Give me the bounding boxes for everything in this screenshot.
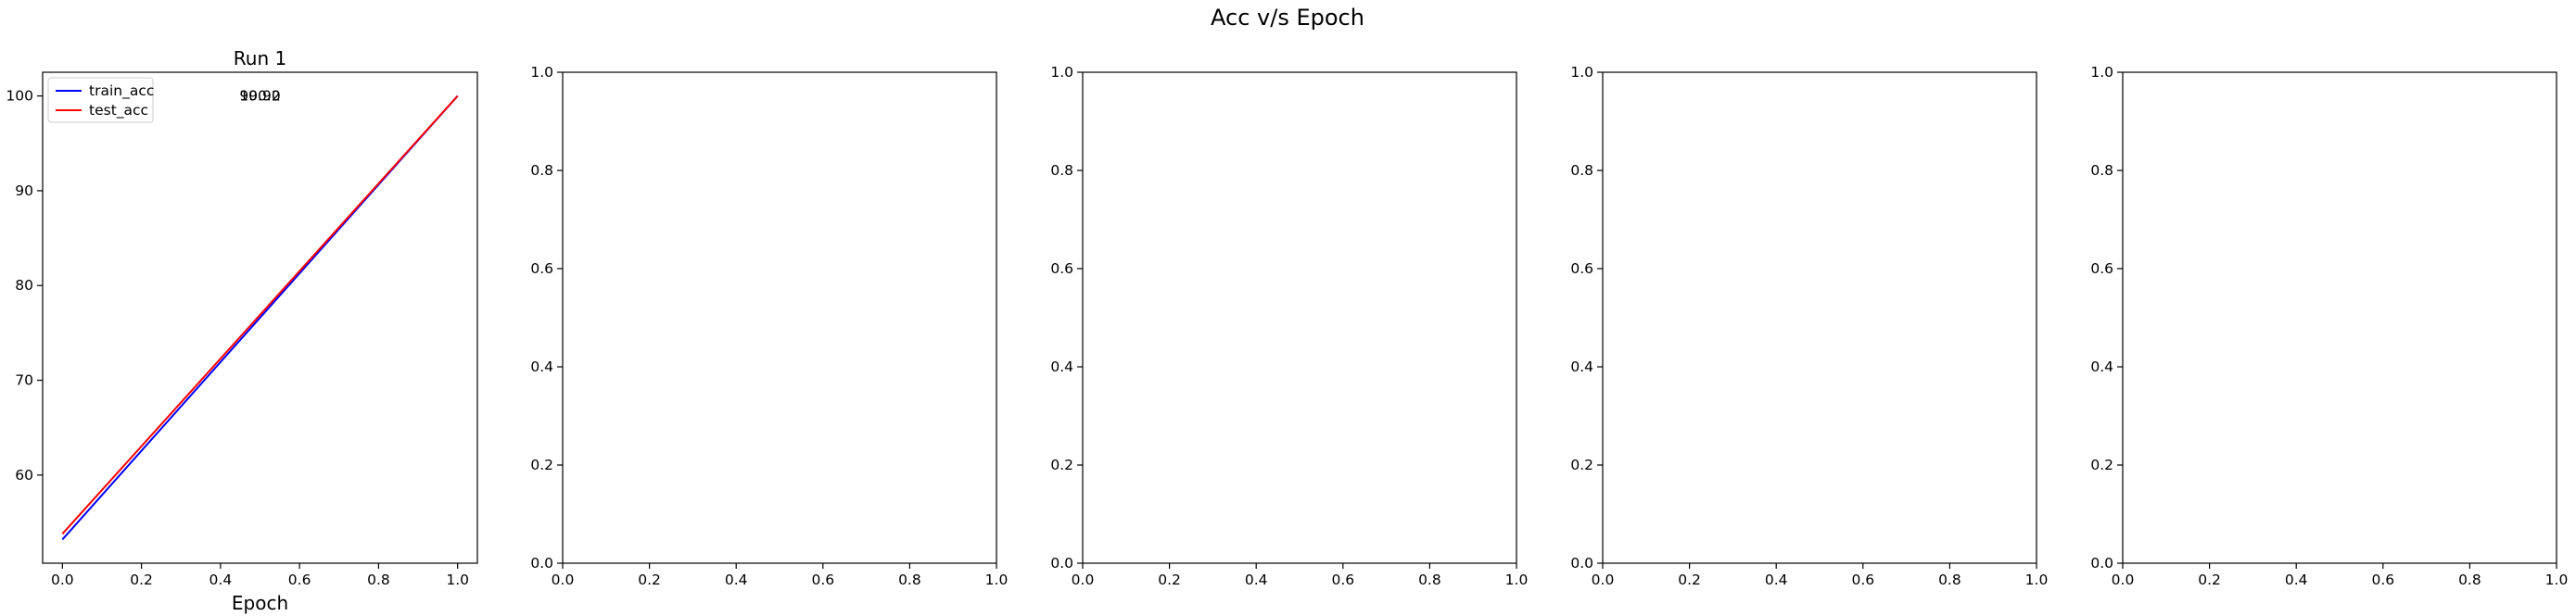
x-tick-label: 1.0	[1505, 572, 1529, 588]
x-tick-label: 0.4	[2285, 572, 2308, 588]
axes-frame	[1602, 71, 2037, 564]
y-tick-label: 1.0	[1050, 64, 1073, 81]
subplot-2: 0.0 0.2 0.4 0.6 0.8 1.0 0.0 0.2 0.4 0.6 0.8 1.0	[530, 64, 1008, 588]
subplot-5: 0.0 0.2 0.4 0.6 0.8 1.0 0.0 0.2 0.4 0.6 0.8 1.0	[2090, 64, 2568, 588]
x-tick-label: 0.0	[51, 572, 74, 588]
x-tick-label: 0.0	[2112, 572, 2135, 588]
value-annotation: 99.92	[239, 88, 280, 105]
x-tick-label: 0.4	[209, 572, 233, 588]
value-annotation: 100.0	[239, 88, 280, 105]
subplot-1: 0.0 0.2 0.4 0.6 0.8 1.0 60 70 80 90 100 100.099.92 R…	[6, 47, 478, 614]
y-tick-label: 1.0	[1570, 64, 1593, 81]
x-tick-label: 0.2	[1158, 572, 1181, 588]
y-tick-label: 70	[15, 372, 33, 389]
x-tick-label: 0.6	[2371, 572, 2394, 588]
y-tick-label: 0.8	[1050, 162, 1073, 179]
x-tick-label: 0.6	[288, 572, 311, 588]
x-tick-label: 0.8	[2458, 572, 2481, 588]
y-tick-label: 0.0	[530, 555, 553, 572]
x-tick-label: 0.6	[1331, 572, 1354, 588]
y-tick-label: 90	[15, 182, 33, 199]
x-tick-label: 1.0	[446, 572, 469, 588]
x-tick-label: 0.6	[1851, 572, 1874, 588]
y-tick-label: 0.6	[1050, 260, 1073, 277]
x-tick-label: 0.0	[552, 572, 575, 588]
y-tick-label: 0.8	[1570, 162, 1593, 179]
y-tick-label: 0.4	[2090, 358, 2113, 375]
x-tick-label: 0.4	[1765, 572, 1788, 588]
y-tick-label: 0.2	[1050, 457, 1073, 473]
y-tick-label: 0.6	[2090, 260, 2113, 277]
y-tick-label: 0.0	[2090, 555, 2113, 572]
axes-frame	[1082, 71, 1517, 564]
x-tick-label: 1.0	[985, 572, 1009, 588]
subplot-title: Run 1	[234, 47, 286, 69]
series-line-test_acc	[61, 94, 459, 534]
x-axis-label: Epoch	[232, 592, 288, 614]
x-tick-label: 0.8	[367, 572, 390, 588]
y-tick-label: 0.4	[1570, 358, 1593, 375]
x-tick-label: 0.2	[2198, 572, 2221, 588]
x-tick-label: 0.4	[1245, 572, 1268, 588]
x-tick-label: 0.0	[1072, 572, 1095, 588]
y-tick-label: 0.0	[1050, 555, 1073, 572]
subplot-4: 0.0 0.2 0.4 0.6 0.8 1.0 0.0 0.2 0.4 0.6 0.8 1.0	[1570, 64, 2048, 588]
x-tick-label: 0.0	[1592, 572, 1615, 588]
x-tick-label: 0.4	[725, 572, 748, 588]
y-tick-label: 0.4	[530, 358, 553, 375]
axes-frame	[2122, 71, 2557, 564]
legend-label: test_acc	[89, 102, 148, 119]
legend: train_acc test_acc	[47, 77, 154, 123]
y-tick-label: 0.8	[2090, 162, 2113, 179]
y-tick-label: 0.4	[1050, 358, 1073, 375]
y-tick-label: 0.2	[2090, 457, 2113, 473]
x-tick-label: 1.0	[2545, 572, 2569, 588]
axes-frame	[562, 71, 997, 564]
x-tick-label: 0.6	[811, 572, 834, 588]
x-tick-label: 0.2	[130, 572, 153, 588]
figure-suptitle: Acc v/s Epoch	[1211, 5, 1364, 31]
x-tick-label: 0.8	[1938, 572, 1961, 588]
y-tick-label: 100	[6, 88, 33, 105]
y-tick-label: 0.8	[530, 162, 553, 179]
y-tick-label: 80	[15, 277, 33, 294]
y-tick-label: 0.0	[1570, 555, 1593, 572]
y-tick-label: 0.6	[1570, 260, 1593, 277]
y-tick-label: 1.0	[530, 64, 553, 81]
y-tick-label: 0.2	[1570, 457, 1593, 473]
y-tick-label: 1.0	[2090, 64, 2113, 81]
x-tick-label: 0.8	[898, 572, 921, 588]
x-tick-label: 0.8	[1418, 572, 1441, 588]
y-tick-label: 60	[15, 467, 33, 484]
y-tick-label: 0.2	[530, 457, 553, 473]
legend-label: train_acc	[89, 82, 154, 100]
axes-frame	[42, 71, 478, 564]
subplot-3: 0.0 0.2 0.4 0.6 0.8 1.0 0.0 0.2 0.4 0.6 0.8 1.0	[1050, 64, 1528, 588]
x-tick-label: 0.2	[1678, 572, 1701, 588]
y-tick-label: 0.6	[530, 260, 553, 277]
x-tick-label: 0.2	[638, 572, 661, 588]
x-tick-label: 1.0	[2025, 572, 2049, 588]
